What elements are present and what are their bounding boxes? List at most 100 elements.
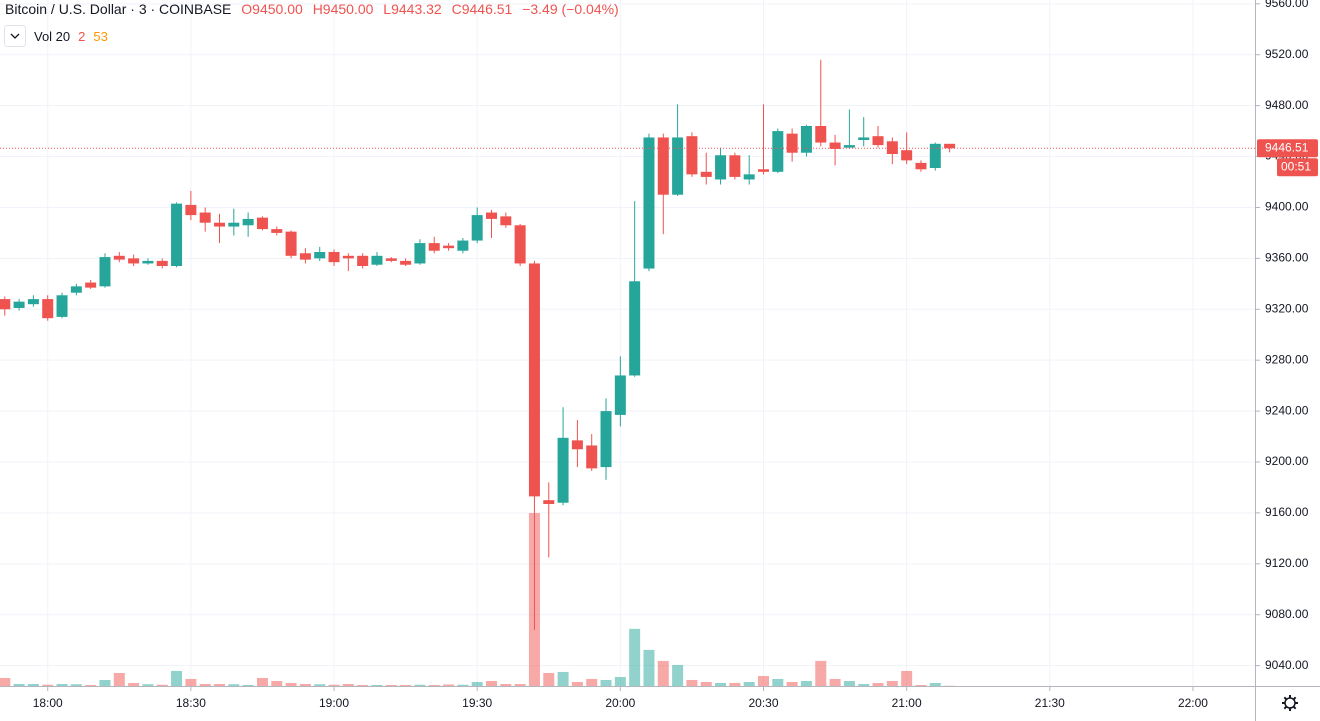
y-tick-label: 9560.00: [1265, 0, 1309, 10]
candle-body: [314, 252, 326, 259]
volume-bar: [672, 664, 684, 686]
volume-name: Vol 20: [34, 28, 71, 44]
candle-body: [829, 142, 841, 149]
candle-body: [643, 137, 655, 269]
open-value: O9450.00: [241, 1, 303, 17]
volume-bar: [872, 682, 884, 686]
volume-bar: [156, 684, 168, 686]
candle-body: [872, 136, 884, 146]
y-tick-label: 9480.00: [1265, 98, 1309, 112]
volume-bar: [614, 676, 626, 686]
volume-bar: [414, 684, 426, 686]
candle-body: [385, 258, 397, 261]
volume-bar: [743, 681, 755, 686]
high-value: H9450.00: [312, 1, 374, 17]
candle-body: [657, 137, 669, 195]
volume-bar: [800, 680, 812, 686]
gear-tooth: [1283, 696, 1288, 701]
volume-bar: [214, 683, 226, 686]
volume-bar: [600, 679, 612, 686]
candle-body: [586, 445, 598, 469]
y-tick-label: 9360.00: [1265, 251, 1309, 265]
x-tick-label: 18:30: [176, 696, 206, 710]
candle-body: [443, 245, 455, 249]
volume-bar: [471, 681, 483, 686]
close-value: C9446.51: [451, 1, 513, 17]
volume-bar: [242, 684, 254, 686]
last-price-label: 9446.51: [1265, 140, 1309, 154]
volume-bar: [901, 670, 913, 686]
volume-bar: [185, 678, 197, 686]
volume-bar: [85, 684, 97, 686]
candle-body: [772, 131, 784, 172]
symbol-name[interactable]: Bitcoin / U.S. Dollar · 3 · COINBASE: [5, 1, 232, 17]
volume-bar: [256, 677, 268, 686]
candle-body: [13, 301, 25, 308]
volume-average: 53: [93, 28, 108, 44]
volume-bar: [815, 660, 827, 686]
volume-bar: [858, 683, 870, 686]
x-tick-label: 20:30: [748, 696, 778, 710]
candle-body: [700, 171, 712, 177]
candle-body: [56, 295, 68, 317]
candle-body: [256, 217, 268, 230]
collapse-button[interactable]: [4, 25, 26, 47]
volume-bar: [0, 677, 11, 686]
candle-body: [328, 252, 340, 263]
y-tick-label: 9320.00: [1265, 301, 1309, 315]
candle-body: [0, 299, 11, 310]
candle-body: [357, 255, 369, 266]
volume-bar: [686, 679, 698, 686]
volume-bar: [128, 682, 140, 686]
volume-bar: [757, 675, 769, 686]
candle-body: [543, 500, 555, 504]
volume-bar: [13, 683, 25, 686]
volume-bar: [657, 660, 669, 686]
x-tick-label: 22:00: [1178, 696, 1208, 710]
candle-body: [99, 257, 111, 287]
volume-bar: [400, 684, 412, 686]
volume-bar: [113, 672, 125, 686]
candle-body: [800, 126, 812, 153]
countdown-tag: [1277, 158, 1318, 177]
chevron-icon: [10, 33, 20, 39]
candle-body: [901, 150, 913, 161]
candle-body: [915, 162, 927, 170]
volume-bar: [27, 683, 39, 686]
candle-body: [299, 253, 311, 260]
volume-bar: [486, 680, 498, 686]
gear-tooth: [1283, 705, 1288, 710]
volume-bar: [457, 684, 469, 686]
candle-body: [729, 155, 741, 177]
candle-body: [672, 137, 684, 195]
volume-bar: [629, 628, 641, 686]
volume-bar: [371, 684, 383, 686]
x-tick-label: 18:00: [33, 696, 63, 710]
volume-bar: [385, 684, 397, 686]
x-tick-label: 21:30: [1035, 696, 1065, 710]
candle-body: [271, 229, 283, 233]
volume-bar: [285, 682, 297, 686]
candle-body: [757, 169, 769, 172]
volume-bar: [70, 684, 82, 686]
candle-body: [199, 212, 211, 223]
symbol-legend: Bitcoin / U.S. Dollar · 3 · COINBASE O94…: [5, 1, 625, 17]
volume-bar: [886, 680, 898, 686]
candle-body: [557, 437, 569, 503]
volume-bar: [171, 670, 183, 686]
candle-body: [42, 299, 54, 319]
volume-bar: [586, 678, 598, 686]
settings-icon[interactable]: [1282, 695, 1298, 711]
candle-body: [371, 255, 383, 265]
volume-bar: [843, 680, 855, 686]
last-price-tag: [1257, 139, 1318, 158]
candle-body: [571, 440, 583, 450]
candle-body: [629, 281, 641, 376]
volume-bar: [514, 683, 526, 686]
volume-bar: [56, 683, 68, 686]
volume-bar: [328, 684, 340, 686]
candle-body: [843, 145, 855, 148]
volume-bar: [772, 678, 784, 686]
candle-body: [715, 155, 727, 180]
y-tick-label: 9400.00: [1265, 200, 1309, 214]
